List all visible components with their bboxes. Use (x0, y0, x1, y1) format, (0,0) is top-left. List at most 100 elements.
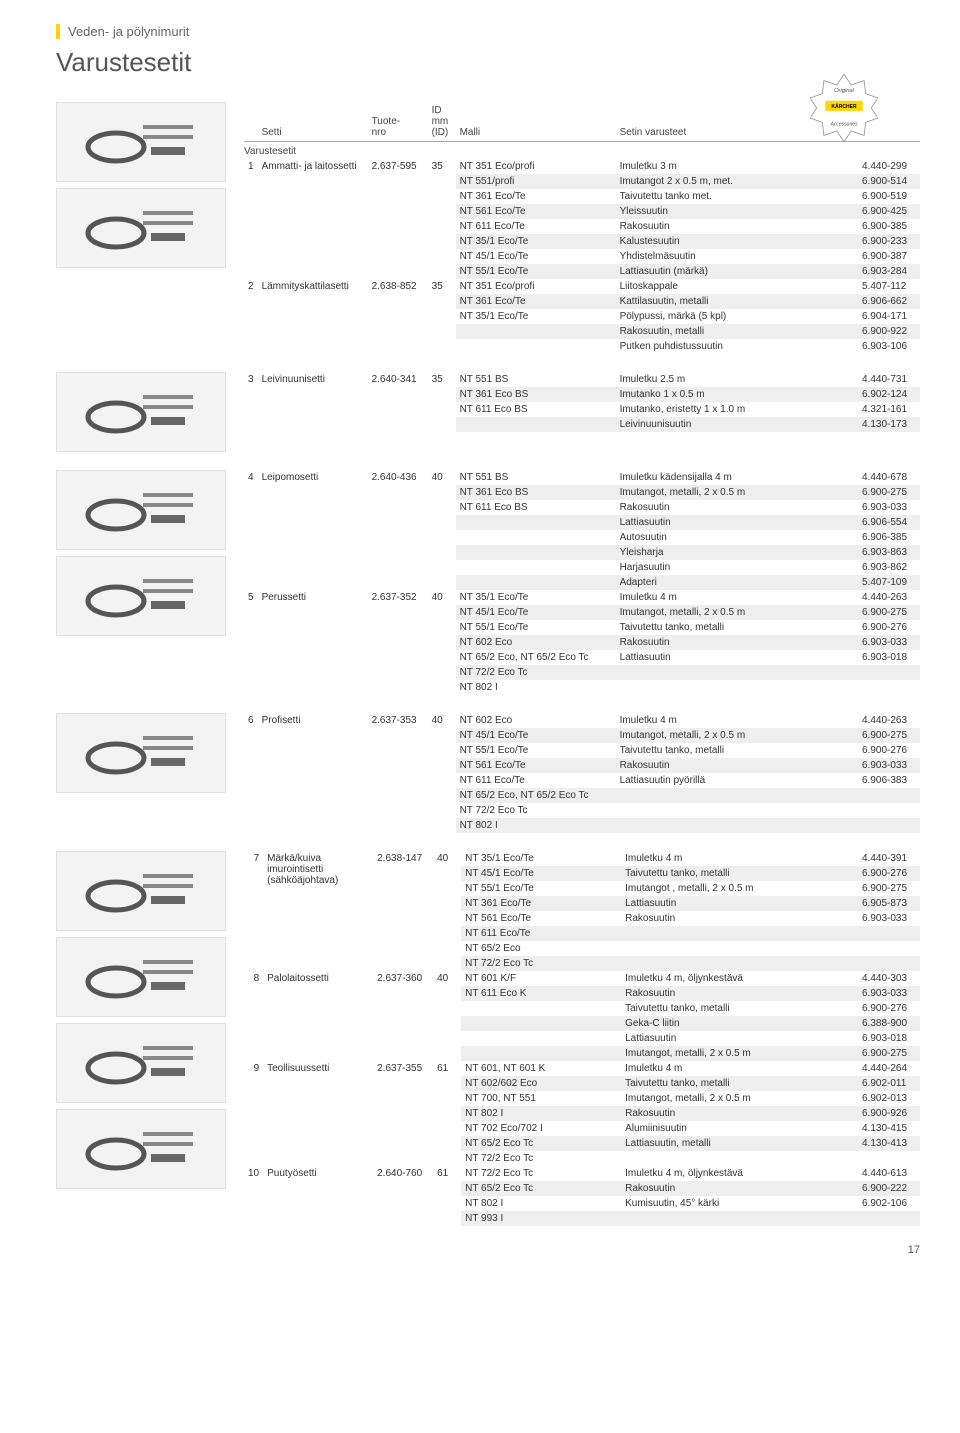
model: NT 602/602 Eco (461, 1076, 621, 1091)
accessory: Imuletku 4 m, öljynkestävä (621, 971, 858, 986)
product-thumbnail (56, 556, 226, 636)
product-number: 2.637-352 (368, 590, 428, 695)
accessory: Adapteri (616, 575, 858, 590)
accessory: Imuletku 4 m (621, 1061, 858, 1076)
accessory: Putken puhdistussuutin (616, 339, 858, 354)
row-index: 7 (244, 851, 263, 971)
code: 4.440-303 (858, 971, 920, 986)
set-name: Ammatti- ja laitossetti (258, 159, 368, 279)
product-number: 2.637-595 (368, 159, 428, 279)
col-malli: Malli (456, 102, 616, 142)
model: NT 72/2 Eco Tc (461, 956, 621, 971)
product-number: 2.638-147 (373, 851, 433, 971)
accessory-set-icon (81, 387, 201, 437)
thumbnail-column (56, 470, 226, 695)
table-row: 6Profisetti2.637-35340NT 602 EcoImuletku… (244, 713, 920, 728)
section: 3Leivinuunisetti2.640-34135NT 551 BSImul… (56, 372, 920, 452)
model: NT 72/2 Eco Tc (456, 803, 616, 818)
product-thumbnail (56, 713, 226, 793)
model: NT 72/2 Eco Tc (461, 1151, 621, 1166)
accessory: Rakosuutin (616, 500, 858, 515)
accessory: Imuletku 4 m (621, 851, 858, 866)
model: NT 65/2 Eco Tc (461, 1181, 621, 1196)
accessory: Taivutettu tanko, metalli (621, 1076, 858, 1091)
code (858, 926, 920, 941)
code (858, 680, 920, 695)
row-index: 1 (244, 159, 258, 279)
model: NT 361 Eco/Te (461, 896, 621, 911)
code: 6.902-013 (858, 1091, 920, 1106)
product-thumbnail (56, 372, 226, 452)
thumbnail-column (56, 102, 226, 354)
accessory: Imutanko 1 x 0.5 m (616, 387, 858, 402)
accessory (621, 956, 858, 971)
code: 4.440-299 (858, 159, 920, 174)
code: 6.903-033 (858, 986, 920, 1001)
model: NT 611 Eco BS (456, 500, 616, 515)
model (456, 530, 616, 545)
accessory-set-icon (81, 1124, 201, 1174)
model: NT 551/profi (456, 174, 616, 189)
model: NT 802 I (456, 818, 616, 833)
model: NT 45/1 Eco/Te (461, 866, 621, 881)
code: 6.902-124 (858, 387, 920, 402)
table-column: 3Leivinuunisetti2.640-34135NT 551 BSImul… (244, 372, 920, 452)
model: NT 561 Eco/Te (456, 204, 616, 219)
accessory (621, 926, 858, 941)
model: NT 551 BS (456, 372, 616, 387)
model (461, 1001, 621, 1016)
model (456, 339, 616, 354)
set-name: Puutyösetti (263, 1166, 373, 1226)
code: 6.900-275 (858, 881, 920, 896)
code: 6.900-275 (858, 1046, 920, 1061)
model: NT 361 Eco/Te (456, 294, 616, 309)
table-row: 3Leivinuunisetti2.640-34135NT 551 BSImul… (244, 372, 920, 387)
table-row: 9Teollisuussetti2.637-35561NT 601, NT 60… (244, 1061, 920, 1076)
col-id: ID mm (ID) (428, 102, 456, 142)
code (858, 788, 920, 803)
code: 6.903-863 (858, 545, 920, 560)
code: 6.906-662 (858, 294, 920, 309)
model: NT 65/2 Eco, NT 65/2 Eco Tc (456, 650, 616, 665)
model: NT 361 Eco BS (456, 387, 616, 402)
set-name: Lämmityskattilasetti (258, 279, 368, 354)
accessory: Taivutettu tanko, metalli (616, 620, 858, 635)
code: 6.903-018 (858, 1031, 920, 1046)
model: NT 55/1 Eco/Te (456, 620, 616, 635)
accessory (616, 803, 858, 818)
accessory: Rakosuutin (621, 911, 858, 926)
id-mm: 40 (433, 971, 461, 1061)
table-column: 4Leipomosetti2.640-43640NT 551 BSImuletk… (244, 470, 920, 695)
accessory: Autosuutin (616, 530, 858, 545)
code: 5.407-109 (858, 575, 920, 590)
code (858, 1211, 920, 1226)
id-mm: 35 (428, 159, 456, 279)
model: NT 45/1 Eco/Te (456, 605, 616, 620)
section: 6Profisetti2.637-35340NT 602 EcoImuletku… (56, 713, 920, 833)
model (456, 545, 616, 560)
accessory: Imutangot 2 x 0.5 m, met. (616, 174, 858, 189)
set-name: Perussetti (258, 590, 368, 695)
code: 6.903-106 (858, 339, 920, 354)
model: NT 45/1 Eco/Te (456, 249, 616, 264)
svg-text:Accessories: Accessories (829, 121, 858, 127)
code: 6.903-033 (858, 500, 920, 515)
accessory (621, 941, 858, 956)
code: 6.903-033 (858, 911, 920, 926)
row-index: 3 (244, 372, 258, 432)
accessory: Imutangot, metalli, 2 x 0.5 m (616, 605, 858, 620)
model: NT 993 I (461, 1211, 621, 1226)
code (858, 956, 920, 971)
accessory: Imutangot, metalli, 2 x 0.5 m (616, 728, 858, 743)
set-name: Märkä/kuiva imurointisetti (sähköäjohtav… (263, 851, 373, 971)
model: NT 361 Eco/Te (456, 189, 616, 204)
model: NT 702 Eco/702 I (461, 1121, 621, 1136)
page-number: 17 (56, 1244, 920, 1256)
sections-container: SettiTuote- nroID mm (ID)MalliSetin varu… (56, 102, 920, 1226)
model (456, 324, 616, 339)
accessory: Taivutettu tanko, metalli (621, 1001, 858, 1016)
model (456, 575, 616, 590)
accessory: Imuletku kädensijalla 4 m (616, 470, 858, 485)
code: 6.900-276 (858, 1001, 920, 1016)
code: 4.130-415 (858, 1121, 920, 1136)
